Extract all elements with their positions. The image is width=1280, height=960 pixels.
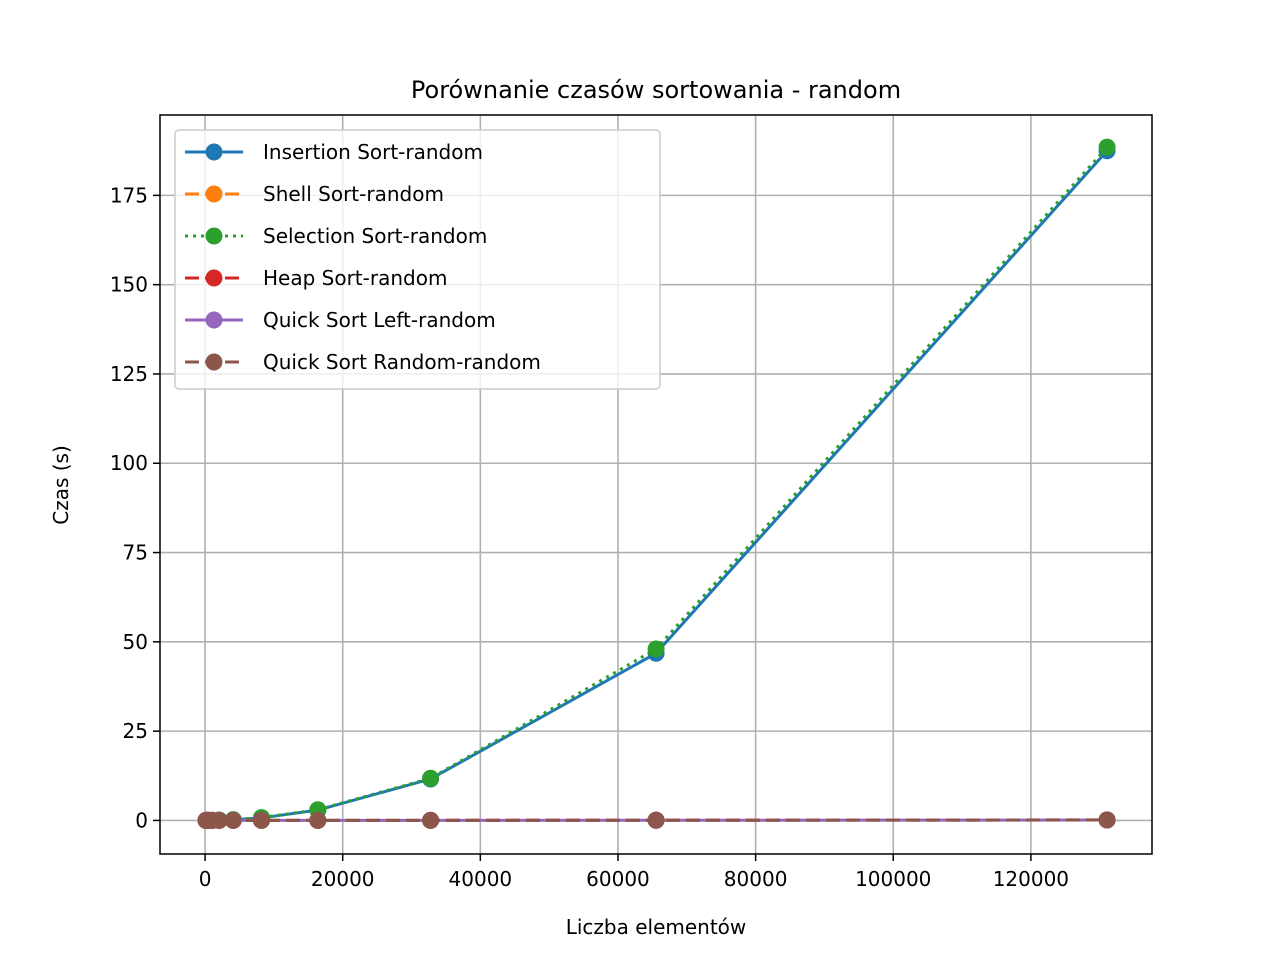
x-tick-label: 0	[199, 867, 212, 891]
data-point	[309, 811, 327, 829]
series-layer	[197, 138, 1116, 829]
series-quick-sort-random-random	[197, 811, 1116, 829]
y-tick-label: 125	[110, 362, 148, 386]
legend-item: Quick Sort Random-random	[185, 350, 541, 374]
legend-label: Insertion Sort-random	[263, 140, 483, 164]
y-tick-label: 50	[123, 630, 148, 654]
data-point	[210, 811, 228, 829]
y-axis-label: Czas (s)	[49, 445, 73, 525]
legend-item: Insertion Sort-random	[185, 140, 483, 164]
x-tick-label: 40000	[449, 867, 513, 891]
legend-label: Heap Sort-random	[263, 266, 447, 290]
data-point	[422, 811, 440, 829]
legend-marker	[205, 227, 223, 245]
data-point	[647, 811, 665, 829]
legend-box	[174, 129, 661, 390]
legend-item: Selection Sort-random	[185, 224, 487, 248]
x-tick-label: 60000	[586, 867, 650, 891]
legend-item: Heap Sort-random	[185, 266, 447, 290]
legend-marker	[205, 143, 223, 161]
x-axis-label: Liczba elementów	[566, 915, 747, 939]
legend-marker	[205, 353, 223, 371]
data-point	[252, 811, 270, 829]
y-tick-label: 100	[110, 451, 148, 475]
y-axis: 0 25 50 75 100 125 150 175	[110, 183, 160, 832]
x-axis: 0 20000 40000 60000 80000 100000 120000	[199, 854, 1069, 891]
legend-label: Shell Sort-random	[263, 182, 444, 206]
data-point	[224, 811, 242, 829]
y-tick-label: 0	[135, 808, 148, 832]
y-tick-label: 75	[123, 541, 148, 565]
x-tick-label: 80000	[724, 867, 788, 891]
data-point	[422, 769, 440, 787]
legend-marker	[205, 185, 223, 203]
x-tick-label: 120000	[993, 867, 1069, 891]
data-point	[1098, 138, 1116, 156]
plot-frame	[159, 114, 1153, 855]
data-point	[1098, 811, 1116, 829]
x-tick-label: 20000	[311, 867, 375, 891]
y-tick-label: 25	[123, 719, 148, 743]
y-tick-label: 175	[110, 183, 148, 207]
data-point	[647, 640, 665, 658]
y-tick-label: 150	[110, 273, 148, 297]
legend-label: Quick Sort Left-random	[263, 308, 496, 332]
legend-marker	[205, 269, 223, 287]
chart-title: Porównanie czasów sortowania - random	[411, 76, 901, 104]
legend-item: Quick Sort Left-random	[185, 308, 496, 332]
legend-marker	[205, 311, 223, 329]
x-tick-label: 100000	[855, 867, 931, 891]
legend: Insertion Sort-random Shell Sort-random Se…	[174, 129, 661, 390]
legend-label: Selection Sort-random	[263, 224, 487, 248]
legend-label: Quick Sort Random-random	[263, 350, 541, 374]
legend-item: Shell Sort-random	[185, 182, 444, 206]
